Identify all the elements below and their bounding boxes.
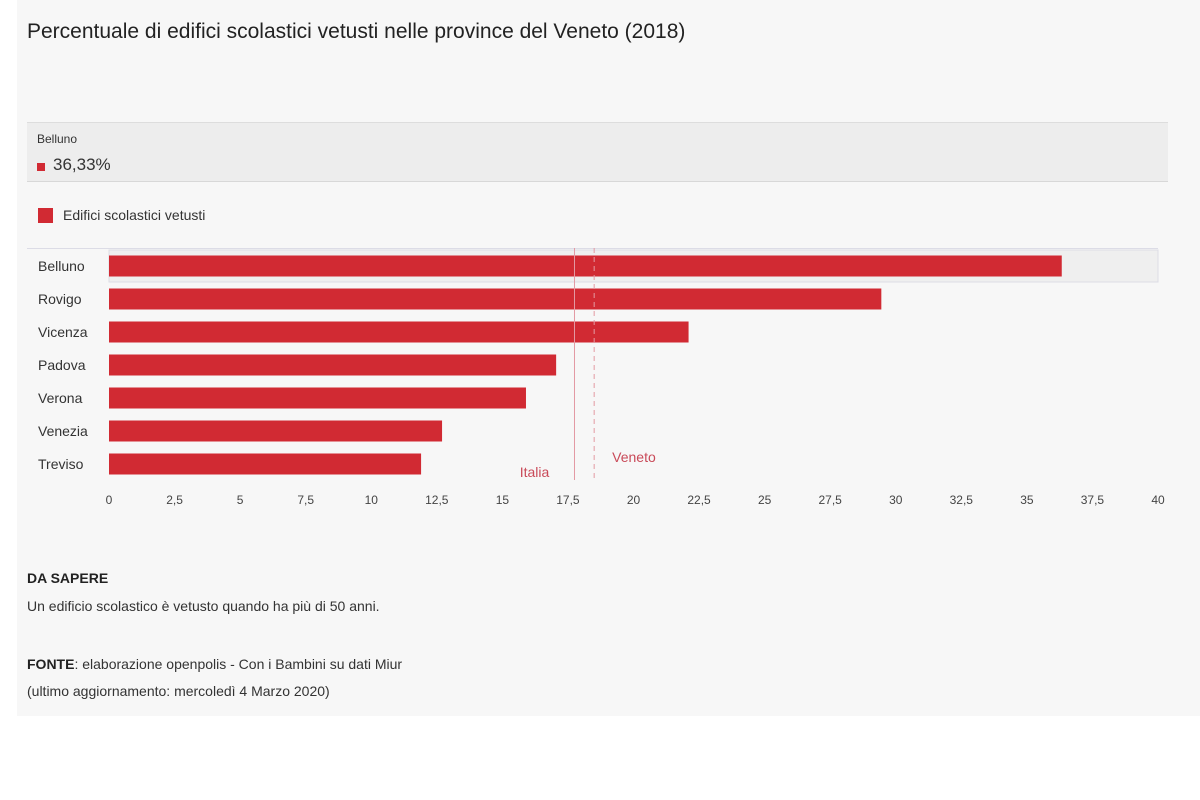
source-text: : elaborazione openpolis - Con i Bambini… — [74, 656, 403, 672]
notes-heading: DA SAPERE — [27, 570, 109, 586]
category-label-padova: Padova — [38, 357, 86, 373]
x-tick-label: 22,5 — [687, 493, 711, 507]
x-tick-label: 30 — [889, 493, 903, 507]
tooltip: Belluno 36,33% — [27, 122, 1168, 182]
bar-venezia — [109, 420, 443, 442]
bar-verona — [109, 387, 526, 409]
source-label: FONTE — [27, 656, 75, 672]
legend-swatch — [38, 208, 53, 223]
x-tick-label: 0 — [106, 493, 113, 507]
x-tick-label: 25 — [758, 493, 772, 507]
bar-treviso — [109, 453, 422, 475]
x-tick-label: 2,5 — [166, 493, 183, 507]
x-tick-label: 5 — [237, 493, 244, 507]
category-label-rovigo: Rovigo — [38, 291, 82, 307]
bar-vicenza — [109, 321, 689, 343]
x-tick-label: 17,5 — [556, 493, 580, 507]
x-tick-label: 12,5 — [425, 493, 449, 507]
reference-label-veneto: Veneto — [612, 449, 656, 465]
x-tick-label: 15 — [496, 493, 510, 507]
x-tick-label: 7,5 — [297, 493, 314, 507]
x-tick-label: 32,5 — [950, 493, 974, 507]
category-label-belluno: Belluno — [38, 258, 85, 274]
x-tick-label: 40 — [1151, 493, 1165, 507]
tooltip-value: 36,33% — [53, 155, 111, 174]
notes-text: Un edificio scolastico è vetusto quando … — [27, 598, 380, 614]
category-label-vicenza: Vicenza — [38, 324, 88, 340]
bar-belluno — [109, 255, 1062, 277]
x-tick-label: 35 — [1020, 493, 1034, 507]
tooltip-marker-icon — [37, 163, 45, 171]
category-label-verona: Verona — [38, 390, 83, 406]
x-tick-label: 27,5 — [819, 493, 843, 507]
bar-rovigo — [109, 288, 882, 310]
reference-label-italia: Italia — [520, 464, 550, 480]
chart-title: Percentuale di edifici scolastici vetust… — [27, 20, 686, 43]
category-label-treviso: Treviso — [38, 456, 84, 472]
bar-padova — [109, 354, 557, 376]
update-line: (ultimo aggiornamento: mercoledì 4 Marzo… — [27, 683, 330, 699]
legend-label[interactable]: Edifici scolastici vetusti — [63, 207, 206, 223]
tooltip-category: Belluno — [37, 132, 78, 146]
x-tick-label: 20 — [627, 493, 641, 507]
source-line: FONTE: elaborazione openpolis - Con i Ba… — [27, 656, 402, 672]
category-label-venezia: Venezia — [38, 423, 88, 439]
x-tick-label: 10 — [365, 493, 379, 507]
x-tick-label: 37,5 — [1081, 493, 1105, 507]
